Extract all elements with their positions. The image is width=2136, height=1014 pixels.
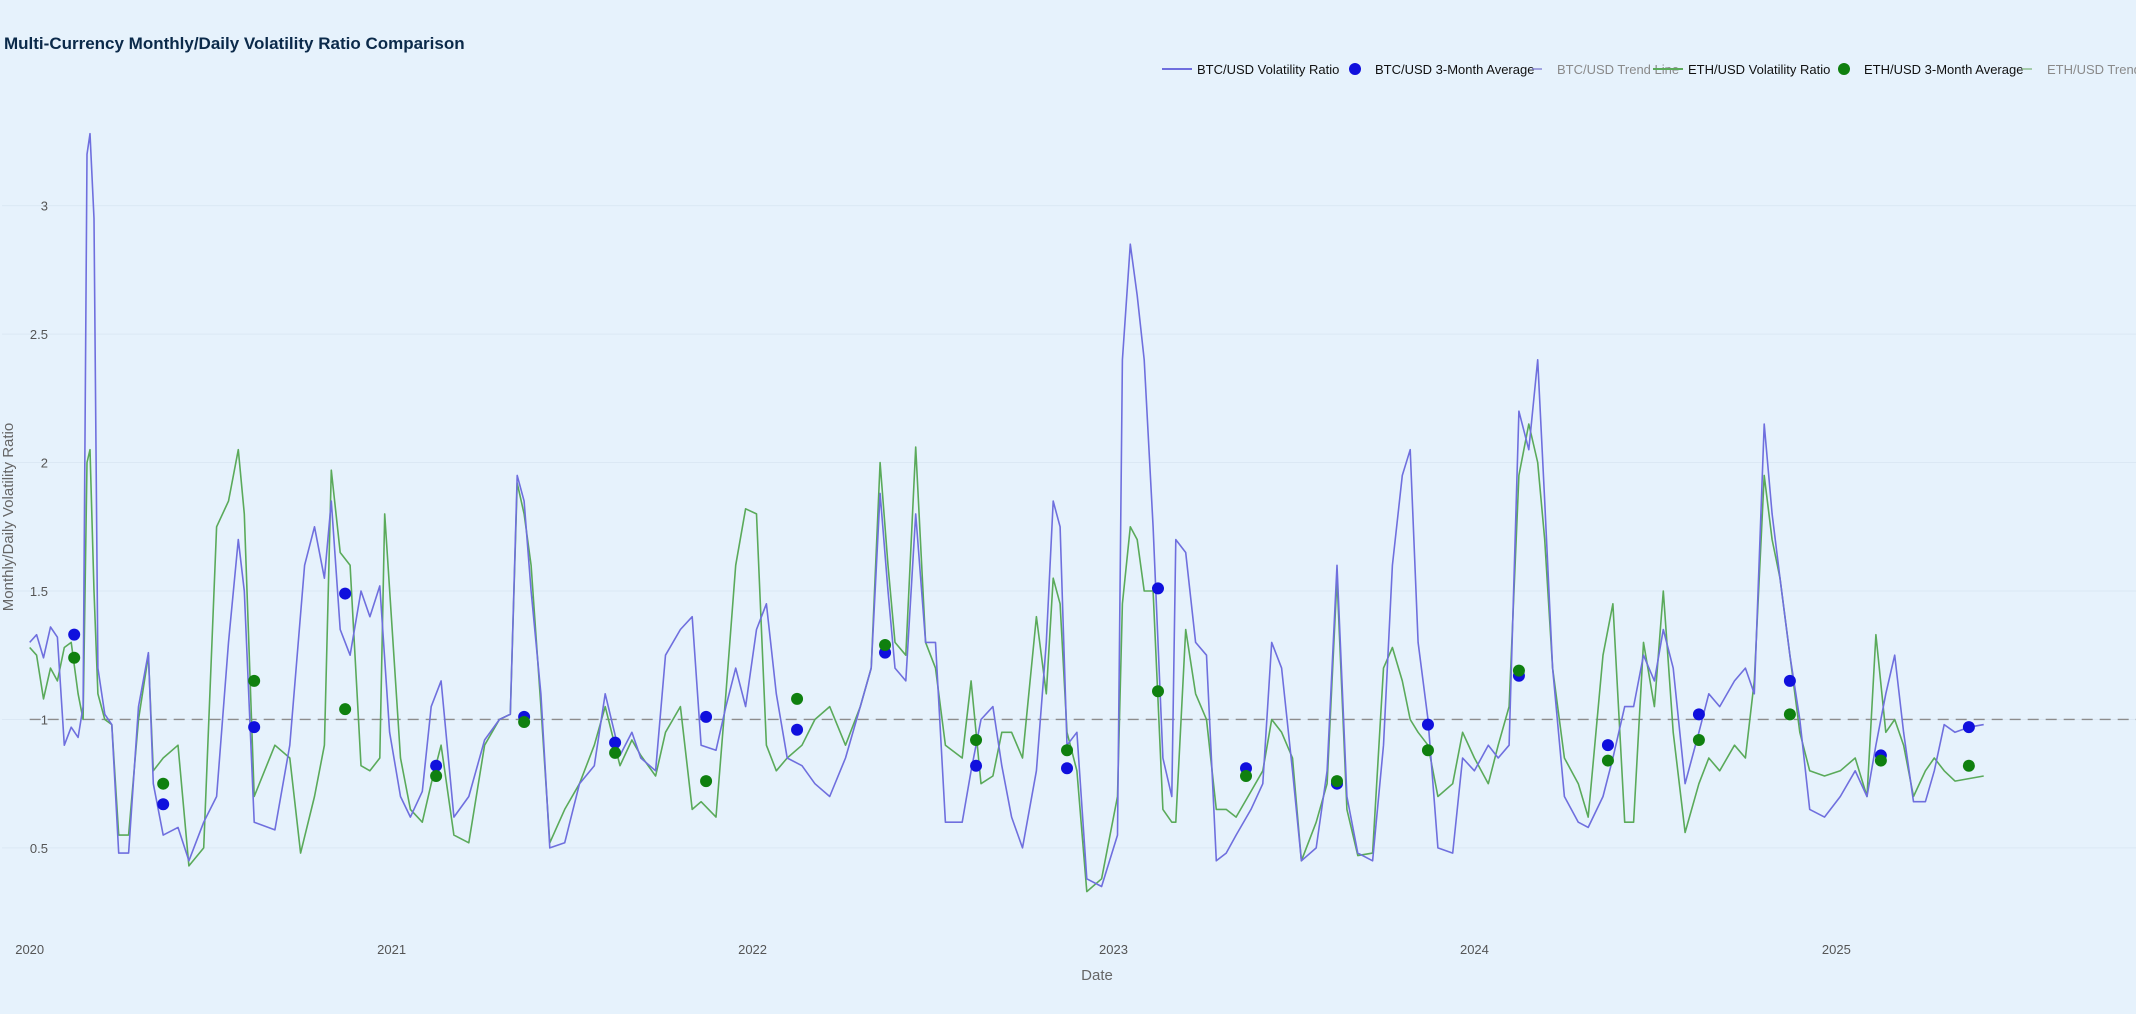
btc-average-marker [700,710,713,723]
eth-average-marker [248,674,261,687]
eth-average-marker [1421,744,1434,757]
average-markers [68,582,1975,811]
btc-average-marker [1783,674,1796,687]
btc-average-marker [248,721,261,734]
y-tick-label: 2 [41,456,48,471]
eth-average-marker [1962,759,1975,772]
eth-average-marker [68,651,81,664]
eth-average-marker [157,777,170,790]
btc-average-marker [68,628,81,641]
legend-label: BTC/USD Trend Line [1557,62,1679,77]
x-tick-label: 2023 [1099,942,1128,957]
x-axis-title: Date [1081,967,1113,984]
chart-title: Multi-Currency Monthly/Daily Volatility … [4,34,465,53]
legend-item: ETH/USD Volatility Ratio [1653,62,1830,77]
legend-swatch-marker [1838,63,1850,75]
legend-label: BTC/USD 3-Month Average [1375,62,1534,77]
btc-average-marker [1151,582,1164,595]
x-tick-label: 2020 [15,942,44,957]
btc-average-marker [1601,739,1614,752]
eth-average-marker [1512,664,1525,677]
eth-average-marker [1240,769,1253,782]
legend-label: ETH/USD Trend Line [2047,62,2136,77]
btc-average-marker [970,759,983,772]
btc-average-marker [1692,708,1705,721]
legend-swatch-marker [1349,63,1361,75]
eth-volatility-line [29,423,1984,893]
y-tick-label: 0.5 [30,841,48,856]
y-tick-label: 1 [41,712,48,727]
btc-average-marker [157,798,170,811]
eth-average-marker [1061,744,1074,757]
eth-average-marker [1692,734,1705,747]
eth-average-marker [1783,708,1796,721]
btc-average-marker [1962,721,1975,734]
eth-average-marker [791,692,804,705]
y-tick-label: 3 [41,199,48,214]
gridlines [2,205,2136,849]
btc-average-marker [430,759,443,772]
legend-label: ETH/USD 3-Month Average [1864,62,2023,77]
y-axis-ticks: 0.5 1 1.5 2 2.5 3 [30,199,48,856]
y-axis-title: Monthly/Daily Volatility Ratio [0,423,17,611]
series-lines [29,132,1984,893]
x-tick-label: 2024 [1460,942,1489,957]
legend-item: ETH/USD 3-Month Average [1838,62,2023,77]
btc-average-marker [1421,718,1434,731]
x-tick-label: 2022 [738,942,767,957]
legend-item: BTC/USD Trend Line [1532,62,1679,77]
eth-average-marker [430,769,443,782]
eth-average-marker [970,734,983,747]
legend-label: ETH/USD Volatility Ratio [1688,62,1830,77]
x-tick-label: 2021 [377,942,406,957]
legend-label: BTC/USD Volatility Ratio [1197,62,1339,77]
eth-average-marker [339,703,352,716]
eth-average-marker [700,775,713,788]
y-tick-label: 1.5 [30,584,48,599]
x-axis-ticks: 2020 2021 2022 2023 2024 2025 [15,942,1851,957]
btc-average-marker [609,736,622,749]
eth-average-marker [879,638,892,651]
eth-average-marker [518,716,531,729]
eth-average-marker [609,746,622,759]
btc-volatility-line [29,132,1984,888]
btc-average-marker [1061,762,1074,775]
eth-average-marker [1601,754,1614,767]
legend-item: ETH/USD Trend Line [2022,62,2136,77]
btc-average-marker [339,587,352,600]
x-tick-label: 2025 [1822,942,1851,957]
y-tick-label: 2.5 [30,327,48,342]
eth-average-marker [1151,685,1164,698]
eth-average-marker [1874,754,1887,767]
eth-average-marker [1330,775,1343,788]
btc-average-marker [791,723,804,736]
legend-item: BTC/USD 3-Month Average [1349,62,1534,77]
legend: BTC/USD Volatility Ratio BTC/USD 3-Month … [1162,62,2136,77]
legend-item: BTC/USD Volatility Ratio [1162,62,1339,77]
